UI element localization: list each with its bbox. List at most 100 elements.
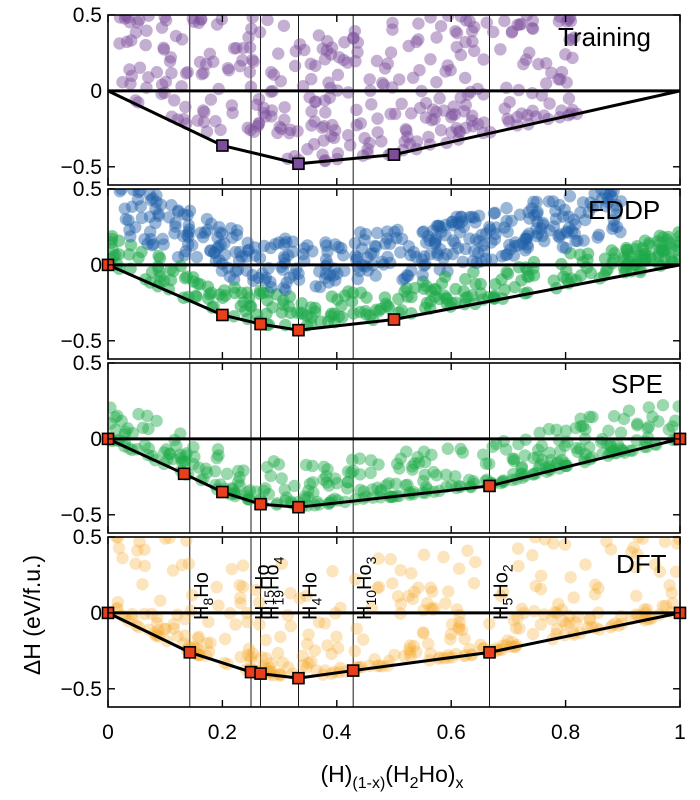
data-point	[318, 617, 331, 630]
data-point	[277, 19, 291, 32]
data-point	[378, 237, 392, 250]
data-point	[158, 86, 171, 99]
data-point	[233, 59, 247, 73]
data-point	[227, 42, 241, 55]
data-point	[453, 616, 466, 629]
data-point	[247, 125, 261, 138]
data-point	[544, 453, 558, 467]
data-point	[366, 483, 379, 496]
data-point	[610, 198, 623, 212]
data-point	[445, 126, 458, 139]
data-point	[229, 265, 243, 278]
data-point	[511, 110, 524, 124]
panel-frame	[107, 14, 681, 186]
data-point	[641, 422, 654, 435]
data-point	[212, 221, 226, 234]
data-point	[451, 216, 464, 229]
data-point	[178, 612, 192, 626]
data-point	[604, 543, 618, 556]
data-point	[416, 626, 430, 639]
compound-annotation: H19Ho4	[262, 556, 287, 620]
data-point	[591, 231, 604, 244]
data-point	[467, 211, 481, 224]
data-point	[363, 73, 376, 86]
data-point	[617, 412, 631, 426]
data-point	[341, 482, 354, 495]
data-point	[420, 236, 433, 249]
data-point	[448, 236, 462, 250]
data-point	[181, 65, 194, 79]
data-point	[140, 24, 153, 37]
data-point	[631, 417, 644, 430]
data-point	[305, 72, 318, 86]
data-point	[212, 599, 225, 612]
data-point	[341, 56, 354, 69]
data-point	[605, 244, 619, 257]
data-point	[142, 422, 155, 436]
data-point	[252, 92, 266, 106]
data-point	[193, 55, 207, 69]
data-point	[312, 616, 326, 629]
data-point	[610, 220, 624, 234]
data-point	[465, 109, 479, 122]
data-point	[306, 459, 319, 473]
data-point	[450, 40, 463, 54]
data-point	[411, 451, 424, 464]
data-point	[483, 220, 496, 234]
data-point	[439, 218, 453, 232]
data-point	[247, 55, 260, 68]
data-point	[315, 121, 329, 134]
data-point	[398, 649, 411, 663]
data-point	[190, 290, 203, 303]
data-point	[479, 457, 493, 470]
data-point	[434, 124, 448, 137]
data-point	[571, 445, 584, 458]
data-point	[125, 69, 139, 83]
data-point	[642, 401, 656, 414]
data-point	[368, 653, 381, 666]
data-point	[129, 557, 142, 570]
data-point	[108, 411, 122, 424]
data-point	[328, 238, 342, 251]
data-point	[483, 617, 496, 630]
data-point	[298, 490, 311, 503]
data-point	[252, 271, 265, 285]
data-point	[459, 98, 472, 112]
data-point	[275, 122, 288, 136]
data-point	[402, 589, 415, 603]
data-point	[210, 580, 223, 594]
data-point	[420, 280, 433, 293]
data-point	[300, 589, 313, 603]
data-point	[403, 137, 416, 151]
data-point	[116, 75, 129, 89]
data-point	[564, 247, 577, 260]
data-point	[245, 22, 258, 35]
data-point	[592, 228, 606, 241]
data-point	[520, 53, 533, 66]
data-point	[214, 123, 227, 137]
data-point	[413, 63, 426, 77]
data-point	[584, 196, 597, 209]
data-point	[468, 20, 481, 34]
data-point	[204, 93, 218, 106]
data-point	[199, 462, 212, 475]
data-point	[424, 53, 437, 66]
data-point	[520, 229, 534, 243]
data-point	[407, 245, 420, 259]
data-point	[186, 239, 199, 252]
data-point	[477, 244, 491, 258]
data-point	[605, 190, 619, 203]
data-point	[526, 627, 540, 641]
data-point	[168, 227, 181, 240]
data-point	[672, 400, 680, 413]
data-point	[522, 270, 536, 283]
data-point	[319, 253, 333, 266]
hull-marker	[387, 313, 401, 326]
data-point	[222, 64, 235, 77]
data-point	[271, 126, 284, 140]
data-point	[191, 277, 204, 290]
data-point	[622, 404, 636, 417]
data-point	[570, 441, 583, 455]
data-point	[372, 552, 385, 565]
data-point	[342, 86, 355, 99]
